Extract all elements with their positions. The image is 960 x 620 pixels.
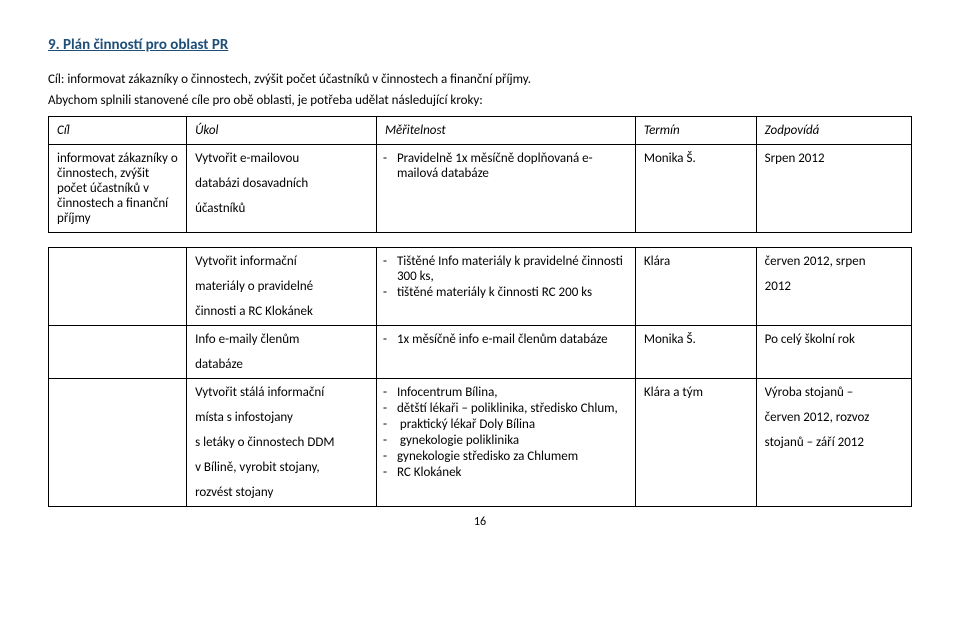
col-termin: Termín: [635, 117, 756, 145]
mer-item: praktický lékař Doly Bílina: [397, 417, 627, 432]
cell-ukol: Vytvořit informační materiály o pravidel…: [187, 248, 377, 326]
cell-cil-empty: [49, 248, 187, 326]
cell-ukol: Info e-maily členům databáze: [187, 326, 377, 379]
ukol-line: místa s infostojany: [195, 410, 368, 425]
section-heading: 9. Plán činností pro oblast PR: [48, 36, 912, 54]
cell-zodpovida: Srpen 2012: [756, 145, 911, 233]
page-number: 16: [48, 515, 912, 529]
cell-termin: Monika Š.: [635, 326, 756, 379]
table-row: Vytvořit informační materiály o pravidel…: [49, 248, 912, 326]
cell-zodpovida: Výroba stojanů – červen 2012, rozvoz sto…: [756, 379, 911, 507]
zodp-line: 2012: [765, 279, 903, 294]
table-row: Vytvořit stálá informační místa s infost…: [49, 379, 912, 507]
mer-item: dětští lékaři – poliklinika, středisko C…: [397, 401, 627, 416]
col-zodpovida: Zodpovídá: [756, 117, 911, 145]
ukol-line: činnosti a RC Klokánek: [195, 304, 368, 319]
mer-item: gynekologie poliklinika: [397, 433, 627, 448]
mer-item: gynekologie středisko za Chlumem: [397, 449, 627, 464]
cell-zodpovida: Po celý školní rok: [756, 326, 911, 379]
ukol-line: rozvést stojany: [195, 485, 368, 500]
ukol-line: materiály o pravidelné: [195, 279, 368, 294]
cell-meritelnost: 1x měsíčně info e-mail členům databáze: [376, 326, 635, 379]
plan-table: Cíl Úkol Měřitelnost Termín Zodpovídá in…: [48, 116, 912, 507]
gap-row: [49, 233, 912, 248]
ukol-line: databáze: [195, 357, 368, 372]
cell-termin: Monika Š.: [635, 145, 756, 233]
mer-item: Infocentrum Bílina,: [397, 385, 627, 400]
table-row: informovat zákazníky o činnostech, zvýši…: [49, 145, 912, 233]
cell-zodpovida: červen 2012, srpen 2012: [756, 248, 911, 326]
zodp-line: červen 2012, rozvoz: [765, 410, 903, 425]
mer-item: RC Klokánek: [397, 465, 627, 480]
cell-cil-empty: [49, 326, 187, 379]
ukol-line: Vytvořit stálá informační: [195, 385, 368, 400]
ukol-line: Info e-maily členům: [195, 332, 368, 347]
ukol-line: Vytvořit e-mailovou: [195, 151, 368, 166]
zodp-line: stojanů – září 2012: [765, 435, 903, 450]
intro-line-1: Cíl: informovat zákazníky o činnostech, …: [48, 72, 912, 87]
cell-meritelnost: Pravidelně 1x měsíčně doplňovaná e-mailo…: [376, 145, 635, 233]
col-ukol: Úkol: [187, 117, 377, 145]
mer-item: 1x měsíčně info e-mail členům databáze: [397, 332, 627, 347]
ukol-line: s letáky o činnostech DDM: [195, 435, 368, 450]
mer-item: Tištěné Info materiály k pravidelné činn…: [397, 254, 627, 284]
ukol-line: databázi dosavadních: [195, 176, 368, 191]
ukol-line: Vytvořit informační: [195, 254, 368, 269]
cell-cil: informovat zákazníky o činnostech, zvýši…: [49, 145, 187, 233]
ukol-line: účastníků: [195, 201, 368, 216]
col-cil: Cíl: [49, 117, 187, 145]
cell-cil-empty: [49, 379, 187, 507]
zodp-line: červen 2012, srpen: [765, 254, 903, 269]
table-header-row: Cíl Úkol Měřitelnost Termín Zodpovídá: [49, 117, 912, 145]
cell-termin: Klára a tým: [635, 379, 756, 507]
table-row: Info e-maily členům databáze 1x měsíčně …: [49, 326, 912, 379]
cell-meritelnost: Tištěné Info materiály k pravidelné činn…: [376, 248, 635, 326]
zodp-line: Výroba stojanů –: [765, 385, 903, 400]
cell-meritelnost: Infocentrum Bílina, dětští lékaři – poli…: [376, 379, 635, 507]
mer-item: tištěné materiály k činnosti RC 200 ks: [397, 285, 627, 300]
cell-termin: Klára: [635, 248, 756, 326]
intro-line-2: Abychom splnili stanovené cíle pro obě o…: [48, 93, 912, 108]
cell-ukol: Vytvořit stálá informační místa s infost…: [187, 379, 377, 507]
ukol-line: v Bílině, vyrobit stojany,: [195, 460, 368, 475]
cell-ukol: Vytvořit e-mailovou databázi dosavadních…: [187, 145, 377, 233]
mer-item: Pravidelně 1x měsíčně doplňovaná e-mailo…: [397, 151, 627, 181]
col-meritelnost: Měřitelnost: [376, 117, 635, 145]
